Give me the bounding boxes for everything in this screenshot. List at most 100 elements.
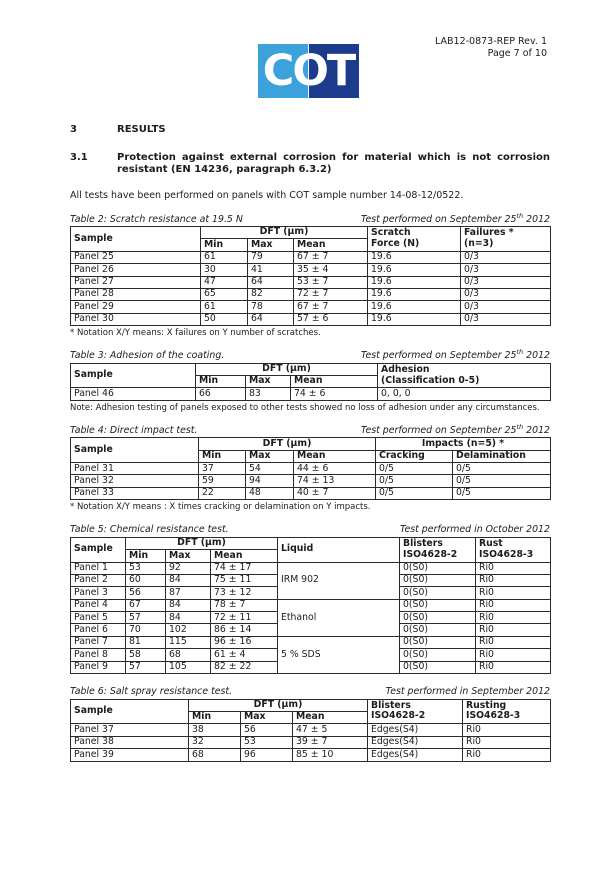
table-cell: 61 ± 4 xyxy=(210,648,278,662)
table-row: Panel 33 22 48 40 ± 7 0/5 0/5 xyxy=(70,486,551,501)
header-row: Min Max Mean xyxy=(71,549,551,563)
table-cell: 96 ± 16 xyxy=(210,635,278,650)
table-row: Panel 9 57 105 82 ± 22 0(S0) Ri0 xyxy=(70,660,551,675)
table-cell: 74 ± 13 xyxy=(293,474,376,488)
table-cell: 40 ± 7 xyxy=(293,486,376,501)
col-header-sample: Sample xyxy=(70,226,201,252)
table-cell: 0/3 xyxy=(460,312,551,327)
table-cell: 32 xyxy=(188,735,241,750)
col-header-dft: DFT (µm) xyxy=(200,225,368,240)
table-cell: 0/3 xyxy=(460,287,551,302)
header-row: Sample DFT (µm) Blisters ISO4628-2 Rusti… xyxy=(70,698,551,725)
table-cell: 0(S0) xyxy=(399,635,476,650)
col-header-max: Max xyxy=(240,710,293,725)
table-cell: 0/5 xyxy=(375,486,453,501)
col-header-rust: Rust ISO4628-3 xyxy=(475,536,551,563)
table-cell: 47 xyxy=(200,275,248,289)
table-row: Panel 29 61 78 67 ± 7 19.6 0/3 xyxy=(70,300,551,314)
table-cell: 81 xyxy=(125,635,166,650)
table-cell: Ri0 xyxy=(475,573,551,588)
table-cell: 115 xyxy=(165,635,211,650)
table-cell: 0(S0) xyxy=(399,573,476,588)
table-row: Panel 27 47 64 53 ± 7 19.6 0/3 xyxy=(70,275,551,289)
col-header-min: Min xyxy=(200,238,248,252)
table-cell: Ri0 xyxy=(475,648,551,662)
table-row: Panel 30 50 64 57 ± 6 19.6 0/3 xyxy=(70,312,551,327)
table-cell: 83 xyxy=(245,387,291,401)
table-cell: Panel 28 xyxy=(70,287,201,302)
table-cell: 72 ± 11 xyxy=(210,611,278,625)
table-cell: Panel 26 xyxy=(70,263,201,277)
table-cell: 79 xyxy=(247,250,294,265)
table-cell: Panel 32 xyxy=(70,474,199,488)
table-cell: 66 xyxy=(195,387,246,401)
table-cell: 54 xyxy=(245,462,294,476)
table-cell: 0/5 xyxy=(375,474,453,488)
col-header-mean: Mean xyxy=(290,374,378,389)
col-header-min: Min xyxy=(125,549,166,563)
table-cell: 84 xyxy=(165,598,211,613)
table-cell: 61 xyxy=(200,300,248,314)
table-cell: 39 ± 7 xyxy=(292,735,368,750)
intro-paragraph: All tests have been performed on panels … xyxy=(70,189,464,201)
table-2-caption-row: Table 2: Scratch resistance at 19.5 N Te… xyxy=(70,212,550,226)
table-cell: Panel 3 xyxy=(70,586,126,600)
table-cell: 38 xyxy=(188,723,241,737)
table-cell: 73 ± 12 xyxy=(210,586,278,600)
col-header-max: Max xyxy=(245,449,294,464)
col-header-sample: Sample xyxy=(70,536,126,563)
col-header-dft: DFT (µm) xyxy=(195,362,378,377)
table-cell: 0/3 xyxy=(460,275,551,289)
page-content: 3 RESULTS 3.1 Protection against externa… xyxy=(70,124,551,762)
table-cell: 53 xyxy=(125,561,166,575)
table-cell: 0/3 xyxy=(460,263,551,277)
col-header-adhesion: Adhesion (Classification 0-5) xyxy=(377,362,551,389)
table-cell: 82 ± 22 xyxy=(210,660,278,675)
table-cell: 0(S0) xyxy=(399,611,476,625)
col-header-delamination: Delamination xyxy=(452,449,551,464)
table-cell: 37 xyxy=(198,462,246,476)
table-cell: 48 xyxy=(245,486,294,501)
table-row: Panel 3 56 87 73 ± 12 0(S0) Ri0 xyxy=(70,586,551,600)
table-cell: 57 xyxy=(125,660,166,675)
table-footnote: * Notation X/Y means: X failures on Y nu… xyxy=(70,328,321,339)
table-cell: 0(S0) xyxy=(399,660,476,675)
table-cell: Ri0 xyxy=(462,723,551,737)
table-5-block: Table 5: Chemical resistance test. Test … xyxy=(70,524,551,675)
table-cell: 58 xyxy=(125,648,166,662)
table-5-caption-row: Table 5: Chemical resistance test. Test … xyxy=(70,524,550,536)
table-cell: 0(S0) xyxy=(399,623,476,637)
table-cell: Panel 7 xyxy=(70,635,126,650)
table-row: Panel 38 32 53 39 ± 7 Edges(S4) Ri0 xyxy=(70,735,551,750)
liquid-cell: IRM 902 xyxy=(277,561,400,600)
table-cell: 92 xyxy=(165,561,211,575)
table-row: Panel 26 30 41 35 ± 4 19.6 0/3 xyxy=(70,263,551,277)
table-cell: 35 ± 4 xyxy=(293,263,368,277)
table-cell: Edges(S4) xyxy=(367,735,463,750)
table-cell: 0(S0) xyxy=(399,586,476,600)
table-6-block: Table 6: Salt spray resistance test. Tes… xyxy=(70,686,551,762)
table-cell: Panel 4 xyxy=(70,598,126,613)
table-row: Panel 32 59 94 74 ± 13 0/5 0/5 xyxy=(70,474,551,488)
test-performed-note: Test performed in October 2012 xyxy=(399,524,550,536)
table-cell: Edges(S4) xyxy=(367,723,463,737)
col-header-min: Min xyxy=(188,710,241,725)
table-cell: 87 xyxy=(165,586,211,600)
col-header-dft: DFT (µm) xyxy=(125,536,278,551)
table-cell: Panel 6 xyxy=(70,623,126,637)
table-cell: 74 ± 17 xyxy=(210,561,278,575)
table-cell: 0, 0, 0 xyxy=(377,387,551,401)
table-cell: Ri0 xyxy=(475,623,551,637)
col-header-dft: DFT (µm) xyxy=(198,437,376,451)
col-header-failures: Failures * (n=3) xyxy=(460,226,551,252)
liquid-cell: 5 % SDS xyxy=(277,635,400,675)
table-cell: Ri0 xyxy=(462,735,551,750)
table-cell: 0/3 xyxy=(460,250,551,265)
table-4-block: Table 4: Direct impact test. Test perfor… xyxy=(70,423,551,512)
table-cell: 50 xyxy=(200,312,248,327)
table-adhesion: Sample DFT (µm) Adhesion (Classification… xyxy=(70,362,551,401)
header-row: Sample DFT (µm) Scratch Force (N) Failur… xyxy=(70,225,551,252)
table-cell: 72 ± 7 xyxy=(293,287,368,302)
table-row: Panel 5 57 84 72 ± 11 0(S0) Ri0 xyxy=(70,611,551,625)
table-cell: 19.6 xyxy=(367,263,461,277)
